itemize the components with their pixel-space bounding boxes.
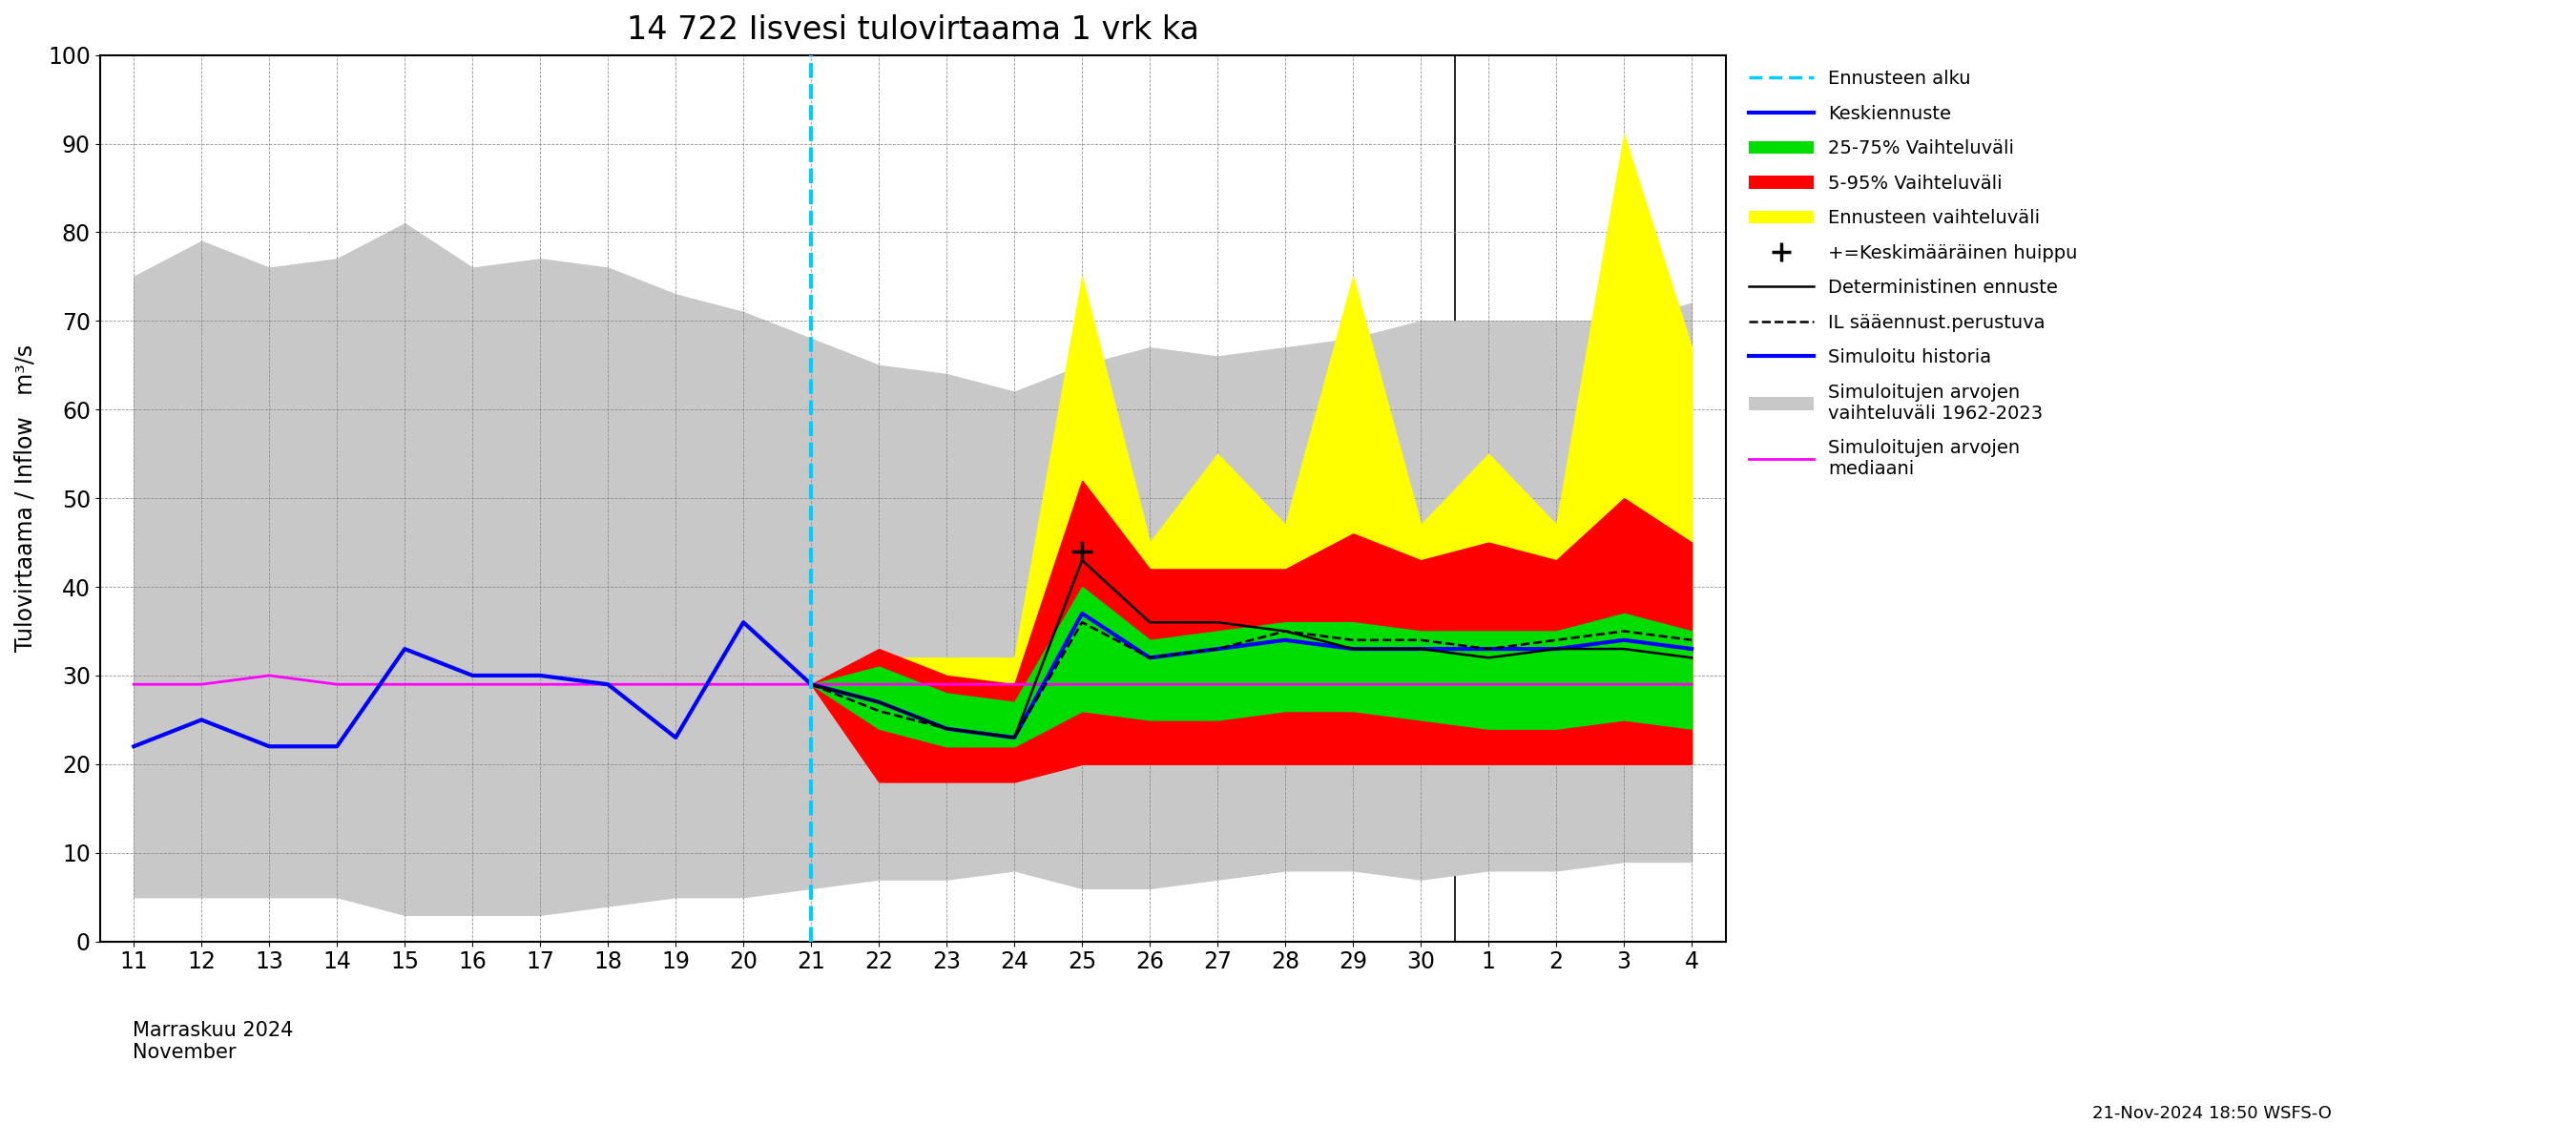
Y-axis label: Tulovirtaama / Inflow   m³/s: Tulovirtaama / Inflow m³/s [15, 345, 36, 652]
Title: 14 722 Iisvesi tulovirtaama 1 vrk ka: 14 722 Iisvesi tulovirtaama 1 vrk ka [626, 14, 1198, 46]
Legend: Ennusteen alku, Keskiennuste, 25-75% Vaihteluväli, 5-95% Vaihteluväli, Ennusteen: Ennusteen alku, Keskiennuste, 25-75% Vai… [1744, 64, 2084, 484]
Text: Marraskuu 2024
November: Marraskuu 2024 November [131, 1021, 294, 1063]
Text: 21-Nov-2024 18:50 WSFS-O: 21-Nov-2024 18:50 WSFS-O [2092, 1105, 2331, 1122]
